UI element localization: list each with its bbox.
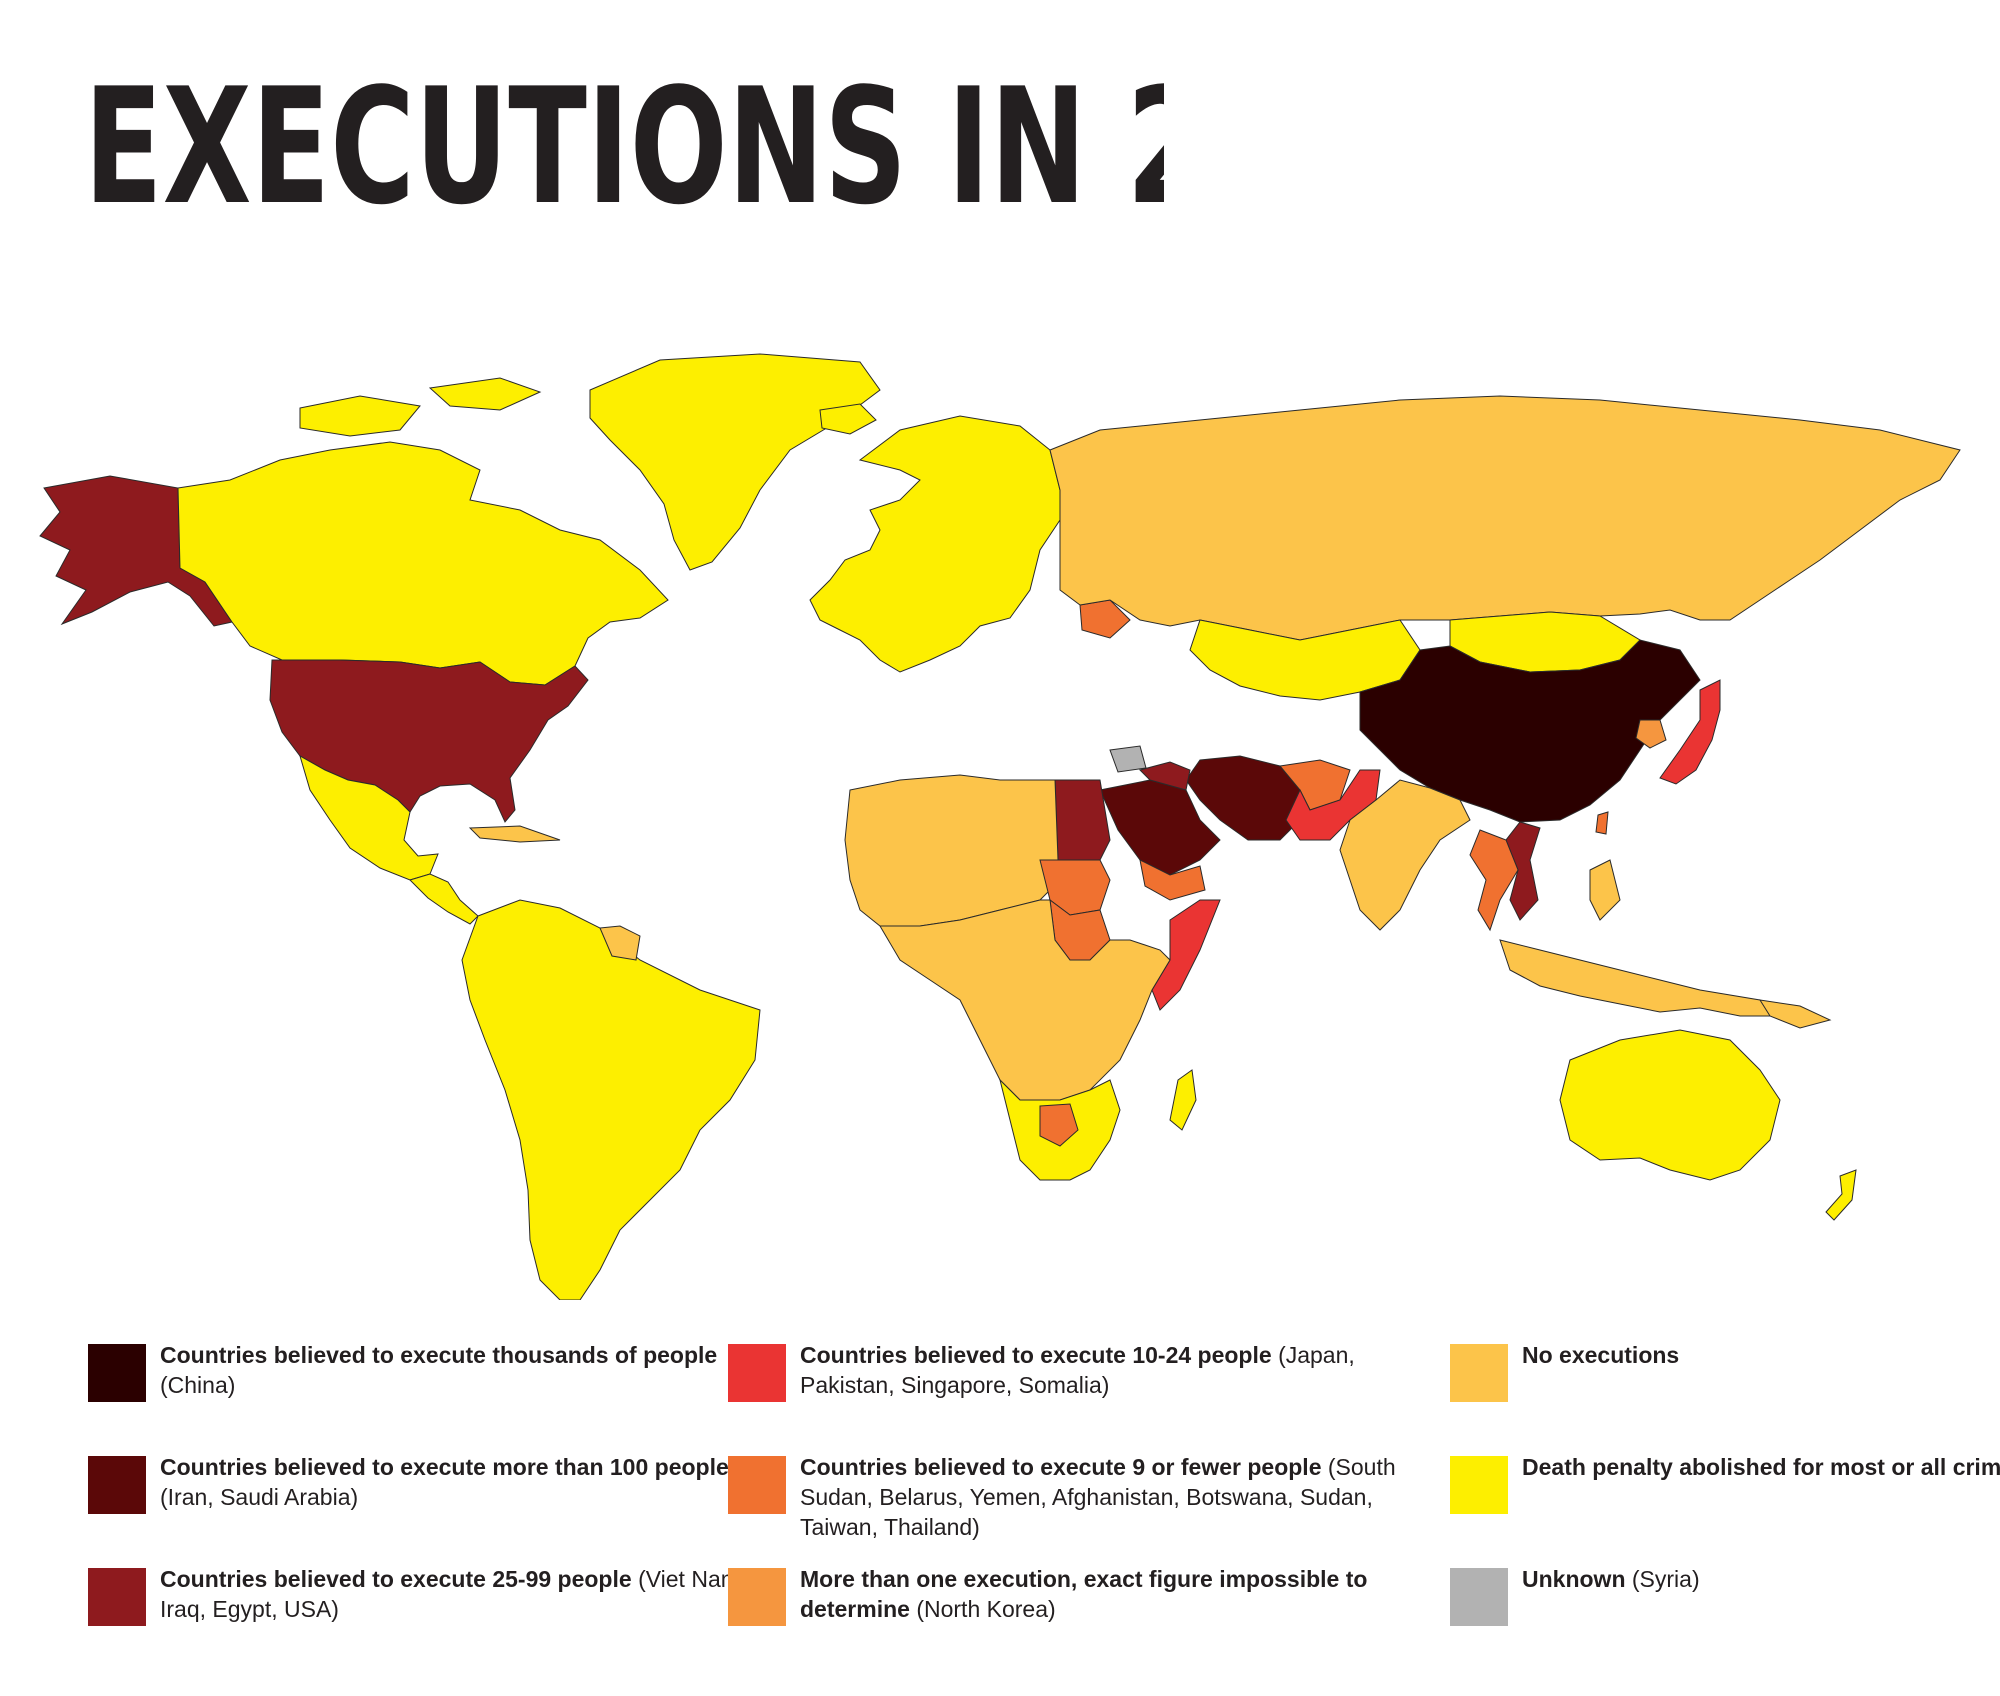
legend-label: Countries believed to execute 25-99 peop… (160, 1564, 760, 1624)
legend-category: No executions (1522, 1342, 1680, 1368)
legend-item-no_exec: No executions (1450, 1340, 2000, 1420)
legend-label: No executions (1522, 1340, 2000, 1370)
region-new-zealand (1825, 1169, 1857, 1221)
region-japan (1659, 679, 1721, 785)
legend-examples: (Iran, Saudi Arabia) (160, 1484, 359, 1510)
legend-item-more_than_one: More than one execution, exact figure im… (728, 1564, 1368, 1644)
region-russia (1049, 395, 1961, 641)
legend-label: Countries believed to execute 10-24 peop… (800, 1340, 1400, 1400)
legend-swatch (728, 1344, 786, 1402)
region-mexico (299, 754, 439, 881)
legend-label: Countries believed to execute 9 or fewer… (800, 1452, 1400, 1542)
region-iran (1185, 755, 1301, 841)
region-guyana (599, 925, 641, 961)
legend-label: Death penalty abolished for most or all … (1522, 1452, 2000, 1482)
legend-category: Countries believed to execute 10-24 peop… (800, 1342, 1272, 1368)
legend-label: More than one execution, exact figure im… (800, 1564, 1400, 1624)
legend-swatch (88, 1456, 146, 1514)
region-south-america (461, 899, 761, 1300)
legend-label: Countries believed to execute thousands … (160, 1340, 760, 1400)
region-southeast-asia (1499, 859, 1782, 1017)
legend-swatch (728, 1456, 786, 1514)
legend-swatch (728, 1568, 786, 1626)
legend-examples: (Japan, Pakistan, Singapore, Somalia) (800, 1342, 1355, 1398)
region-greenland (589, 353, 881, 571)
legend-label: Unknown (Syria) (1522, 1564, 2000, 1594)
legend-swatch (88, 1344, 146, 1402)
region-north-korea (1635, 719, 1667, 749)
region-egypt (1054, 779, 1111, 861)
legend-item-thousands: Countries believed to execute thousands … (88, 1340, 728, 1420)
region-syria (1109, 745, 1147, 773)
region-thailand (1469, 829, 1519, 932)
world-map (39, 353, 1961, 1300)
legend-category: More than one execution, exact figure im… (800, 1566, 1368, 1622)
legend-examples: (North Korea) (916, 1596, 1056, 1622)
region-central-america (409, 873, 479, 925)
region-yemen (1139, 859, 1206, 901)
legend-category: Countries believed to execute more than … (160, 1454, 729, 1480)
legend-examples: (Syria) (1631, 1566, 1700, 1592)
legend-category: Countries believed to execute 25-99 peop… (160, 1566, 632, 1592)
region-taiwan (1595, 811, 1609, 835)
legend-label: Countries believed to execute more than … (160, 1452, 760, 1512)
legend-swatch (1450, 1568, 1508, 1626)
legend-item-c25_99: Countries believed to execute 25-99 peop… (88, 1564, 746, 1644)
region-cuba (468, 825, 561, 843)
legend-swatch (88, 1568, 146, 1626)
region-india (1339, 779, 1471, 931)
region-iraq (1139, 761, 1191, 791)
legend-item-unknown: Unknown (Syria) (1450, 1564, 2000, 1644)
legend-category: Death penalty abolished for most or all … (1522, 1454, 2000, 1480)
legend-item-abolished: Death penalty abolished for most or all … (1450, 1452, 2000, 1532)
region-iceland (819, 403, 877, 435)
legend-item-c10_24: Countries believed to execute 10-24 peop… (728, 1340, 1368, 1420)
region-botswana (1039, 1103, 1079, 1147)
legend-category: Countries believed to execute thousands … (160, 1342, 718, 1368)
legend-category: Countries believed to execute 9 or fewer… (800, 1454, 1322, 1480)
region-canada (177, 377, 669, 686)
region-australia (1559, 1029, 1781, 1181)
legend-item-over100: Countries believed to execute more than … (88, 1452, 729, 1532)
legend-category: Unknown (1522, 1566, 1626, 1592)
legend-item-c9_fewer: Countries believed to execute 9 or fewer… (728, 1452, 1396, 1540)
legend-examples: (South Sudan, Belarus, Yemen, Afghanista… (800, 1454, 1396, 1540)
legend-examples: (China) (160, 1372, 236, 1398)
legend-swatch (1450, 1344, 1508, 1402)
legend-swatch (1450, 1456, 1508, 1514)
page-title: EXECUTIONS IN 2018 (84, 62, 1164, 232)
region-madagascar (1169, 1069, 1197, 1131)
region-papua-new-guinea (1759, 999, 1832, 1029)
region-central-africa (879, 899, 1171, 1101)
region-europe (809, 415, 1061, 673)
